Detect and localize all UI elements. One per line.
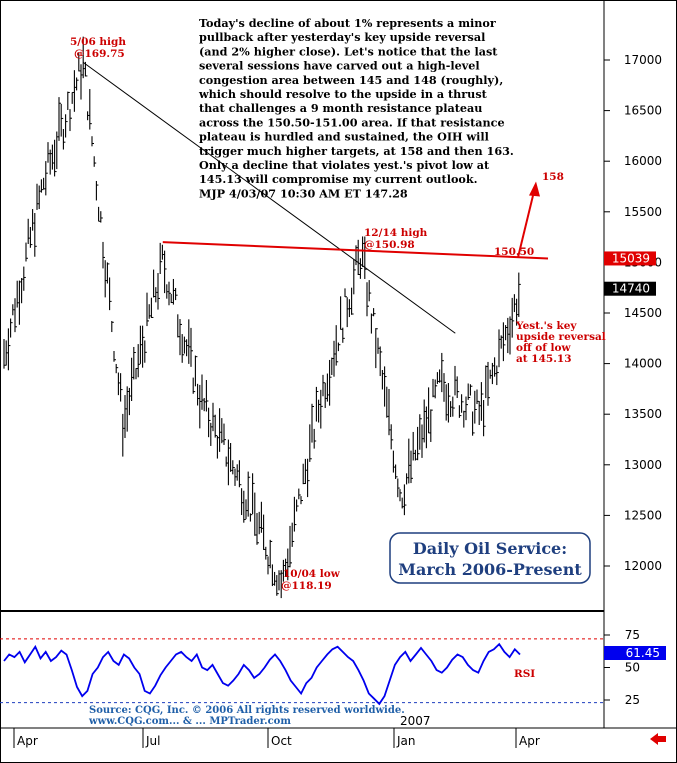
time-tick-label: Oct [271,734,292,748]
commentary-text: Today's decline of about 1% represents a… [198,16,514,200]
commentary-line: (and 2% higher close). Let's notice that… [199,44,498,58]
target-value-label: 158 [542,171,564,183]
rsi-label: RSI [514,668,535,680]
chart-title: Daily Oil Service: [413,539,567,558]
rsi-tick-label: 25 [625,693,640,707]
time-tick-label: Jan [396,734,416,748]
may-high-label: 5/06 high @169.75 [70,36,126,60]
downtrend-line [83,62,456,334]
dec-high-label: 12/14 high @150.98 [364,227,428,251]
target-arrow [517,191,535,258]
commentary-line: trigger much higher targets, at 158 and … [199,144,514,158]
rsi-axis: 75 50 25 [604,628,640,707]
time-tick-label: Jul [145,734,160,748]
target-arrowhead [529,181,540,197]
price-tick-label: 16500 [624,104,662,118]
commentary-line: Today's decline of about 1% represents a… [199,16,497,30]
price-box-label: 15039 [612,251,650,265]
last-price-boxes: 15039 14740 [604,251,656,296]
price-tick-label: 14000 [624,357,662,371]
oct-low-label: 10/04 low @118.19 [281,568,341,592]
rsi-value: 61.45 [626,646,660,660]
price-tick-label: 15500 [624,205,662,219]
price-bars [3,36,521,599]
commentary-line: several sessions have carved out a high-… [199,59,480,73]
price-tick-label: 17000 [624,53,662,67]
rsi-tick-label: 75 [625,628,640,642]
resistance-line [162,241,549,260]
time-tick-label: Apr [519,734,540,748]
time-axis: Apr Jul Oct Jan Apr [13,728,540,748]
resistance-value-label: 150.50 [494,246,534,258]
year-label: 2007 [400,714,431,728]
price-box [604,251,656,266]
commentary-line: which should resolve to the upside in a … [198,87,488,101]
commentary-line: across the 150.50-151.00 area. If that r… [199,115,505,129]
rsi-line [3,642,521,706]
price-box-label: 14740 [612,282,650,296]
price-box [604,281,656,296]
source-line-2: www.CQG.com... & ... MPTrader.com [88,716,291,727]
title-box [389,532,591,584]
reversal-label: Yest.'s key upside reversal off of low at 1… [515,320,606,365]
rsi-tick-label: 50 [625,661,640,675]
commentary-line: plateau is hurdled and sustained, the OI… [199,130,489,144]
rsi-value-box [604,646,666,660]
commentary-line: that challenges a 9 month resistance pla… [199,101,482,115]
commentary-line: congestion area between 145 and 148 (rou… [199,73,503,87]
source-line-1: Source: CQG, Inc. © 2006 All rights rese… [89,705,405,716]
price-tick-label: 13500 [624,407,662,421]
price-axis: 1700016500160001550015000145001400013500… [604,53,662,573]
scroll-left-arrow-icon[interactable] [650,733,666,745]
commentary-line: 145.13 will compromise my current outloo… [199,172,478,186]
time-tick-label: Apr [17,734,38,748]
price-tick-label: 12000 [624,559,662,573]
price-tick-label: 13000 [624,458,662,472]
price-tick-label: 14500 [624,306,662,320]
commentary-line: Only a decline that violates yest.'s piv… [199,158,490,172]
chart-subtitle: March 2006-Present [398,560,582,579]
commentary-line: MJP 4/03/07 10:30 AM ET 147.28 [199,186,408,200]
commentary-line: pullback after yesterday's key upside re… [199,30,485,44]
price-tick-label: 12500 [624,508,662,522]
price-tick-label: 16000 [624,154,662,168]
